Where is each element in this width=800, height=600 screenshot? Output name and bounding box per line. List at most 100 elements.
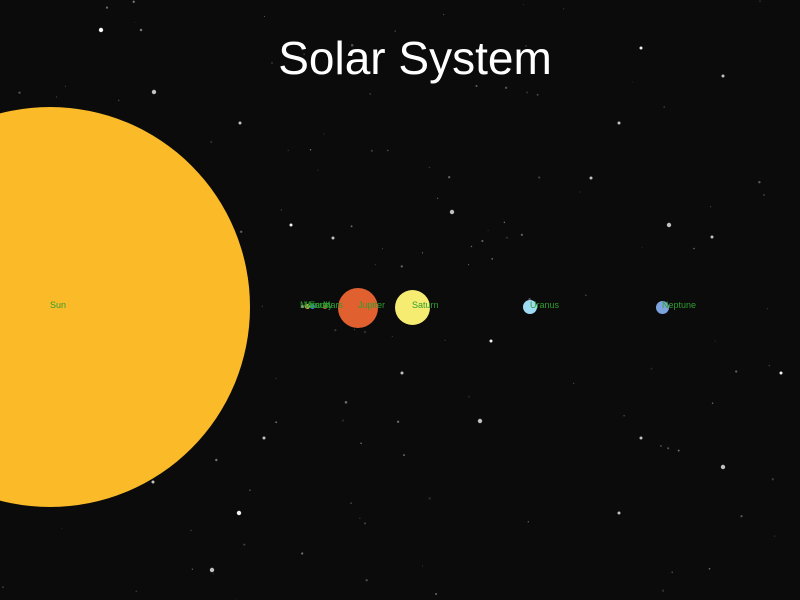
faint-star — [563, 8, 565, 10]
faint-star — [735, 370, 738, 373]
star — [151, 480, 155, 484]
faint-star — [400, 265, 404, 268]
jupiter-label: Jupiter — [358, 300, 386, 310]
star — [666, 222, 672, 228]
faint-star — [487, 229, 489, 232]
faint-star — [572, 382, 575, 385]
faint-star — [61, 528, 63, 530]
faint-star — [350, 44, 354, 47]
faint-star — [350, 502, 352, 504]
faint-star — [661, 589, 665, 592]
star — [779, 371, 783, 375]
star — [449, 209, 455, 215]
saturn-label: Saturn — [412, 300, 439, 310]
uranus-body — [523, 300, 537, 314]
faint-star — [370, 149, 374, 152]
faint-star — [468, 264, 470, 266]
faint-star — [491, 258, 494, 260]
faint-star — [18, 91, 21, 94]
faint-star — [659, 444, 662, 447]
faint-star — [579, 191, 581, 193]
faint-star — [538, 176, 541, 179]
sun-label: Sun — [50, 300, 67, 310]
faint-star — [520, 233, 524, 236]
faint-star — [239, 230, 243, 234]
faint-star — [317, 169, 319, 171]
faint-star — [650, 367, 653, 370]
faint-star — [134, 21, 136, 23]
star — [639, 436, 643, 440]
faint-star — [364, 522, 366, 525]
faint-star — [481, 239, 484, 243]
faint-star — [667, 447, 670, 450]
faint-star — [470, 245, 473, 248]
faint-star — [421, 565, 424, 567]
page-title: Solar System — [278, 32, 552, 84]
earth-body — [310, 304, 315, 309]
faint-star — [270, 61, 274, 64]
faint-star — [139, 28, 143, 32]
faint-star — [381, 248, 383, 250]
faint-star — [132, 0, 135, 3]
faint-star — [504, 86, 508, 90]
faint-star — [275, 421, 278, 424]
saturn-body — [395, 290, 430, 325]
faint-star — [475, 84, 478, 88]
star — [236, 510, 242, 516]
star — [262, 436, 266, 440]
faint-star — [369, 93, 372, 95]
faint-star — [118, 99, 120, 102]
faint-star — [386, 149, 389, 152]
faint-star — [243, 543, 246, 546]
uranus-label: Uranus — [530, 300, 560, 310]
faint-star — [663, 106, 665, 108]
faint-star — [363, 330, 367, 334]
faint-star — [64, 85, 67, 87]
star — [489, 339, 493, 343]
neptune-body — [656, 301, 669, 314]
faint-star — [334, 329, 337, 332]
faint-star — [708, 567, 711, 570]
star — [289, 223, 293, 227]
faint-star — [344, 401, 348, 404]
faint-star — [671, 571, 674, 574]
mars-body — [323, 305, 327, 309]
faint-star — [525, 45, 527, 47]
faint-star — [323, 133, 325, 135]
star — [617, 121, 621, 125]
faint-star — [301, 552, 304, 555]
faint-star — [773, 535, 776, 537]
faint-star — [444, 339, 446, 341]
faint-star — [711, 402, 714, 404]
star — [720, 464, 726, 470]
star — [151, 89, 157, 95]
faint-star — [360, 442, 362, 445]
star — [331, 236, 335, 240]
star — [721, 74, 725, 78]
venus-label: Venus — [304, 300, 330, 310]
faint-star — [498, 50, 501, 53]
faint-star — [641, 246, 643, 248]
star — [238, 121, 242, 125]
faint-star — [353, 329, 356, 331]
faint-star — [436, 197, 439, 199]
faint-star — [442, 13, 445, 16]
faint-star — [374, 263, 377, 266]
faint-star — [421, 252, 424, 254]
faint-star — [403, 454, 405, 457]
faint-star — [714, 340, 716, 342]
faint-star — [522, 4, 525, 6]
faint-star — [536, 93, 539, 96]
star — [639, 46, 643, 50]
faint-star — [215, 458, 218, 462]
faint-star — [303, 53, 306, 56]
faint-star — [585, 294, 587, 296]
faint-star — [235, 598, 237, 600]
neptune-label: Neptune — [662, 300, 697, 310]
faint-star — [359, 517, 361, 520]
faint-star — [677, 449, 680, 452]
faint-star — [759, 0, 761, 2]
faint-star — [190, 529, 192, 532]
faint-star — [309, 149, 312, 151]
